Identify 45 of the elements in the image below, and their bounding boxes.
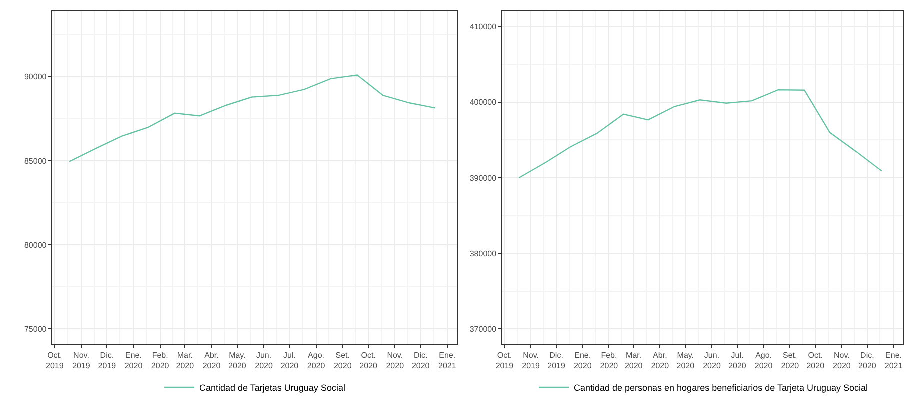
x-tick-label: Feb. 2020 <box>151 350 170 370</box>
y-tick-label: 90000 <box>24 72 48 82</box>
x-tick-label: Mar. 2020 <box>176 350 195 370</box>
x-tick-label: Oct. 2019 <box>496 350 514 370</box>
line-series <box>518 89 882 179</box>
x-tick-label: Ago. 2020 <box>307 350 326 370</box>
x-tick-label: Jul. 2020 <box>280 350 300 370</box>
x-tick-label: Nov. 2019 <box>72 350 91 370</box>
x-tick-label: Nov. 2020 <box>833 350 852 370</box>
x-tick-label: May. 2020 <box>228 350 247 370</box>
y-tick-label: 85000 <box>24 156 48 166</box>
x-tick-label: May. 2020 <box>676 350 696 370</box>
x-tick-label: Abr. 2020 <box>202 350 222 370</box>
x-tick-label: Jun. 2020 <box>255 350 274 370</box>
x-tick-label: Set. 2020 <box>334 350 352 370</box>
x-tick-label: Nov. 2019 <box>522 350 540 370</box>
x-tick-label: Oct. 2020 <box>360 350 378 370</box>
legend-label: Cantidad de Tarjetas Uruguay Social <box>200 383 346 394</box>
x-tick-label: Dic. 2020 <box>412 350 430 370</box>
x-tick-label: Dic. 2020 <box>858 350 877 370</box>
legend-label: Cantidad de personas en hogares beneficiarios de Tarjeta Uruguay Social <box>574 383 868 394</box>
x-tick-label: Ene. 2021 <box>884 350 904 370</box>
x-tick-label: Ene. 2021 <box>438 350 457 370</box>
x-tick-label: Jun. 2020 <box>703 350 722 370</box>
line-series <box>68 74 436 162</box>
y-tick-label: 400000 <box>470 98 498 108</box>
x-tick-label: Jul. 2020 <box>728 350 747 370</box>
x-tick-label: Ene. 2020 <box>574 350 592 370</box>
x-tick-label: Ene. 2020 <box>124 350 144 370</box>
x-tick-label: Dic. 2019 <box>548 350 566 370</box>
x-tick-label: Feb. 2020 <box>600 350 619 370</box>
y-tick-label: 380000 <box>470 249 498 258</box>
y-tick-label: 80000 <box>24 240 48 250</box>
y-tick-label: 390000 <box>470 174 498 183</box>
x-tick-label: Oct. 2019 <box>46 350 64 370</box>
y-tick-label: 410000 <box>470 22 498 32</box>
x-tick-label: Abr. 2020 <box>651 350 670 370</box>
x-tick-label: Oct. 2020 <box>806 350 826 370</box>
y-tick-label: 370000 <box>470 324 498 334</box>
x-tick-label: Mar. 2020 <box>624 350 644 370</box>
y-tick-label: 75000 <box>24 324 48 334</box>
x-tick-label: Ago. 2020 <box>754 350 774 370</box>
x-tick-label: Dic. 2019 <box>98 350 117 370</box>
x-tick-label: Set. 2020 <box>781 350 800 370</box>
x-tick-label: Nov. 2020 <box>386 350 405 370</box>
